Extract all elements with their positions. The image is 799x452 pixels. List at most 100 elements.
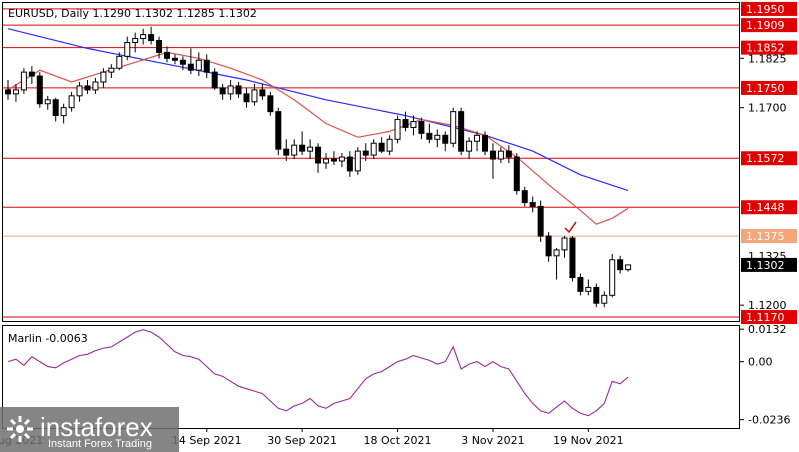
candle-15 (124, 36, 131, 61)
candle-3 (28, 66, 35, 84)
level-box-2 (741, 40, 797, 55)
candle-body-75 (601, 294, 608, 304)
level-box-1 (741, 18, 797, 33)
candle-23 (187, 48, 194, 75)
price-tick-label-0: 1.1825 (748, 52, 787, 65)
candle-74 (593, 283, 600, 308)
candle-body-62 (497, 150, 504, 160)
osc-tick-label-1: 0.00 (748, 356, 773, 369)
candle-62 (497, 147, 504, 163)
candle-body-37 (299, 144, 306, 152)
osc-tick-label-0: 0.0132 (748, 323, 787, 336)
candle-body-61 (489, 150, 496, 160)
chart-title: EURUSD, Daily 1.1290 1.1302 1.1285 1.130… (8, 7, 257, 20)
indicator-pane[interactable] (2, 325, 740, 429)
candle-body-76 (609, 259, 616, 296)
candle-body-36 (291, 144, 298, 156)
candle-body-5 (44, 99, 51, 105)
candle-4 (36, 72, 43, 108)
candle-73 (585, 279, 592, 296)
candle-body-11 (92, 81, 99, 91)
candle-63 (505, 145, 512, 163)
candle-body-29 (235, 85, 242, 95)
candle-body-15 (124, 42, 131, 57)
candle-body-68 (545, 235, 552, 257)
candle-48 (386, 135, 393, 156)
candle-67 (537, 200, 544, 242)
candle-40 (323, 153, 329, 169)
watermark: instaforex Instant Forex Trading (0, 407, 179, 452)
candle-body-26 (211, 71, 218, 89)
level-box-5 (741, 200, 797, 215)
candle-body-38 (307, 146, 314, 152)
candle-38 (307, 139, 314, 160)
candle-body-40 (323, 158, 329, 164)
candle-body-32 (259, 89, 266, 97)
candle-8 (68, 91, 75, 112)
candle-13 (108, 64, 115, 79)
candle-body-24 (195, 59, 202, 71)
candle-body-72 (577, 277, 584, 292)
candle-66 (529, 196, 536, 213)
candle-42 (338, 153, 345, 167)
price-pane[interactable] (2, 2, 740, 322)
candle-body-65 (521, 190, 528, 203)
candle-0 (5, 80, 11, 100)
candle-35 (283, 139, 290, 162)
level-box-4 (741, 151, 797, 166)
candle-64 (513, 153, 520, 195)
candle-75 (601, 291, 608, 308)
candle-body-30 (243, 93, 250, 103)
candle-65 (521, 186, 528, 207)
candle-body-22 (179, 59, 186, 65)
candle-body-17 (140, 34, 147, 40)
candle-26 (211, 68, 218, 90)
candle-body-31 (251, 89, 258, 103)
candle-56 (450, 107, 457, 148)
candle-55 (442, 131, 449, 152)
candle-10 (84, 80, 91, 94)
candle-body-14 (116, 55, 123, 69)
candle-body-13 (108, 67, 115, 73)
candle-33 (267, 91, 274, 116)
candle-14 (116, 52, 123, 71)
candle-body-51 (410, 121, 417, 128)
candle-body-54 (434, 134, 441, 140)
candle-body-41 (330, 158, 337, 162)
candle-24 (195, 52, 202, 77)
candle-39 (315, 143, 322, 173)
candle-body-46 (370, 142, 377, 156)
candle-69 (553, 247, 560, 280)
candle-25 (203, 54, 210, 79)
candle-body-73 (585, 286, 592, 292)
candle-body-6 (52, 99, 59, 117)
candle-7 (60, 103, 67, 124)
level-label-3: 1.1750 (746, 82, 785, 95)
level-label-2: 1.1852 (746, 42, 785, 55)
candle-body-8 (68, 95, 75, 109)
candle-19 (156, 36, 163, 59)
candle-body-64 (513, 156, 520, 192)
candle-46 (370, 139, 377, 160)
candle-body-39 (315, 146, 322, 164)
x-tick-label-1: 14 Sep 2021 (172, 434, 242, 447)
candle-6 (52, 97, 59, 122)
candle-78 (625, 264, 632, 272)
candle-11 (92, 78, 99, 94)
candle-32 (259, 83, 266, 100)
candle-body-43 (346, 156, 353, 172)
candle-16 (132, 32, 139, 53)
candle-22 (179, 56, 186, 71)
level-box-overlay-6 (741, 229, 797, 244)
candle-60 (482, 131, 488, 156)
candle-body-7 (60, 107, 67, 117)
candle-body-52 (418, 121, 425, 134)
level-label-5: 1.1448 (746, 201, 785, 214)
level-label-overlay-6: 1.1375 (746, 230, 785, 243)
candle-body-69 (553, 249, 560, 257)
candle-body-9 (76, 85, 83, 97)
candle-body-78 (625, 264, 632, 271)
candle-body-25 (203, 59, 210, 73)
